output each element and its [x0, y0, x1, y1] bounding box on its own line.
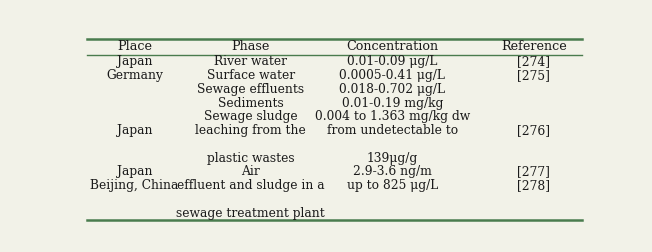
- Text: 0.018-0.702 μg/L: 0.018-0.702 μg/L: [339, 83, 445, 96]
- Text: [276]: [276]: [517, 124, 550, 137]
- Text: Surface water: Surface water: [207, 69, 295, 82]
- Text: Phase: Phase: [231, 40, 270, 53]
- Text: Japan: Japan: [117, 55, 153, 69]
- Text: 0.004 to 1.363 mg/kg dw: 0.004 to 1.363 mg/kg dw: [315, 110, 470, 123]
- Text: 0.0005-0.41 μg/L: 0.0005-0.41 μg/L: [339, 69, 445, 82]
- Text: Sediments: Sediments: [218, 97, 284, 110]
- Text: Beijing, China: Beijing, China: [91, 179, 179, 192]
- Text: plastic wastes: plastic wastes: [207, 152, 295, 165]
- Text: Air: Air: [241, 165, 260, 178]
- Text: sewage treatment plant: sewage treatment plant: [177, 207, 325, 220]
- Text: 0.01-0.19 mg/kg: 0.01-0.19 mg/kg: [342, 97, 443, 110]
- Text: Japan: Japan: [117, 165, 153, 178]
- Text: 2.9-3.6 ng/m: 2.9-3.6 ng/m: [353, 165, 432, 178]
- Text: 0.01-0.09 μg/L: 0.01-0.09 μg/L: [347, 55, 437, 69]
- Text: Sewage sludge: Sewage sludge: [204, 110, 297, 123]
- Text: Sewage effluents: Sewage effluents: [197, 83, 304, 96]
- Text: Place: Place: [117, 40, 152, 53]
- Text: [278]: [278]: [517, 179, 550, 192]
- Text: 139μg/g: 139μg/g: [366, 152, 418, 165]
- Text: Reference: Reference: [501, 40, 567, 53]
- Text: [274]: [274]: [517, 55, 550, 69]
- Text: Concentration: Concentration: [346, 40, 438, 53]
- Text: up to 825 μg/L: up to 825 μg/L: [347, 179, 438, 192]
- Text: Japan: Japan: [117, 124, 153, 137]
- Text: [277]: [277]: [517, 165, 550, 178]
- Text: effluent and sludge in a: effluent and sludge in a: [177, 179, 325, 192]
- Text: from undetectable to: from undetectable to: [327, 124, 458, 137]
- Text: leaching from the: leaching from the: [196, 124, 306, 137]
- Text: [275]: [275]: [517, 69, 550, 82]
- Text: Germany: Germany: [106, 69, 163, 82]
- Text: River water: River water: [215, 55, 288, 69]
